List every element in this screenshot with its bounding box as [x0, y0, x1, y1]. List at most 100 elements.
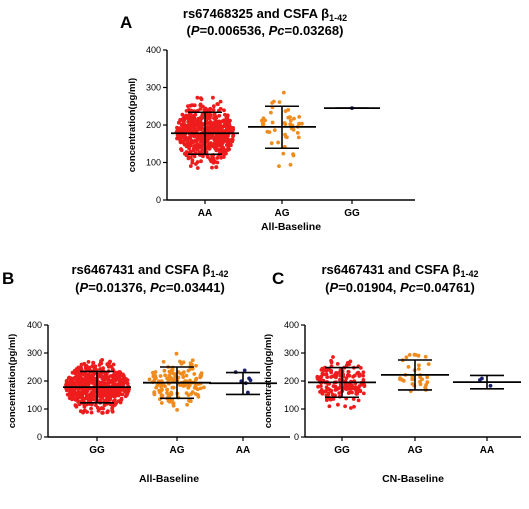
data-point: [84, 363, 89, 368]
data-point: [188, 119, 193, 124]
data-point: [112, 391, 117, 396]
data-point: [326, 391, 331, 396]
data-point: [398, 377, 402, 382]
chart-title-main: rs67468325 and CSFA β: [183, 6, 329, 21]
data-point: [263, 118, 267, 123]
data-point: [199, 116, 204, 121]
data-point: [480, 376, 484, 381]
data-point: [176, 120, 181, 125]
data-point: [101, 366, 105, 371]
data-point: [210, 165, 214, 170]
data-point: [212, 112, 217, 117]
data-point: [337, 391, 342, 395]
data-point: [198, 96, 203, 100]
data-point: [417, 363, 421, 368]
data-point: [174, 351, 179, 356]
data-point: [324, 372, 329, 377]
data-point: [214, 165, 219, 170]
data-point: [203, 106, 208, 111]
data-point: [184, 373, 189, 378]
x-tick-label: GG: [344, 208, 360, 219]
data-point: [187, 383, 192, 388]
data-point: [221, 155, 226, 159]
y-axis-label: concentration(pg/ml): [263, 334, 274, 428]
data-point: [426, 362, 431, 366]
data-point: [86, 360, 91, 364]
data-point: [185, 402, 190, 407]
data-point: [202, 385, 206, 390]
data-point: [361, 373, 365, 378]
data-point: [216, 102, 220, 107]
x-axis-label: All-Baseline: [261, 221, 321, 233]
data-point: [222, 108, 226, 113]
data-point: [260, 122, 265, 127]
data-point: [227, 124, 232, 129]
data-point: [336, 402, 340, 407]
data-point: [227, 139, 231, 143]
data-point: [352, 386, 356, 391]
data-point: [200, 138, 204, 143]
data-point: [192, 113, 196, 118]
x-tick-label: AA: [198, 208, 212, 219]
data-point: [189, 392, 194, 396]
data-point: [195, 146, 200, 151]
data-point: [230, 137, 235, 142]
data-point: [355, 387, 360, 391]
data-point: [162, 368, 167, 373]
data-point: [188, 361, 193, 366]
data-point: [216, 142, 220, 147]
data-point: [214, 115, 219, 120]
chart-title: rs6467431 and CSFA β1-42: [322, 262, 479, 279]
data-point: [96, 408, 101, 413]
data-point: [351, 397, 356, 401]
stats-p-value: =0.01376,: [88, 280, 150, 295]
data-point: [355, 392, 359, 396]
data-point: [347, 373, 352, 378]
data-point: [224, 148, 229, 152]
data-point: [70, 379, 74, 383]
data-point: [207, 126, 212, 130]
data-point: [362, 384, 367, 388]
data-point: [169, 390, 174, 395]
data-point: [180, 112, 185, 117]
x-tick-label: AA: [236, 445, 250, 456]
data-point: [193, 383, 198, 388]
data-point: [211, 108, 216, 112]
data-point: [91, 376, 96, 380]
data-point: [282, 121, 287, 125]
data-point: [352, 373, 357, 378]
data-point: [119, 397, 124, 402]
y-tick-label: 0: [156, 195, 161, 205]
data-point: [488, 383, 493, 388]
data-point: [89, 410, 94, 415]
data-point: [295, 131, 300, 135]
data-point: [281, 151, 286, 156]
data-point: [192, 103, 197, 108]
data-point: [105, 389, 110, 393]
data-point: [224, 136, 229, 140]
data-point: [193, 124, 197, 128]
data-point: [99, 361, 104, 366]
data-point: [195, 387, 200, 392]
data-point: [90, 397, 95, 402]
data-point: [161, 359, 166, 364]
data-point: [187, 135, 192, 140]
stats-pc-label: Pc: [400, 280, 417, 295]
data-point: [218, 121, 223, 126]
data-point: [217, 113, 222, 118]
x-tick-label: AG: [170, 445, 185, 456]
data-point: [207, 142, 211, 147]
data-point: [179, 148, 184, 153]
data-point: [154, 376, 158, 381]
data-point: [185, 138, 190, 143]
data-point: [190, 103, 195, 107]
data-point: [283, 109, 288, 113]
chart-stats: (P=0.006536, Pc=0.03268): [187, 23, 344, 38]
y-tick-label: 300: [284, 348, 299, 358]
data-point: [276, 140, 280, 145]
data-point: [329, 389, 334, 394]
data-point: [260, 118, 264, 123]
data-point: [73, 369, 78, 374]
data-point: [407, 353, 412, 357]
data-point: [152, 390, 157, 395]
